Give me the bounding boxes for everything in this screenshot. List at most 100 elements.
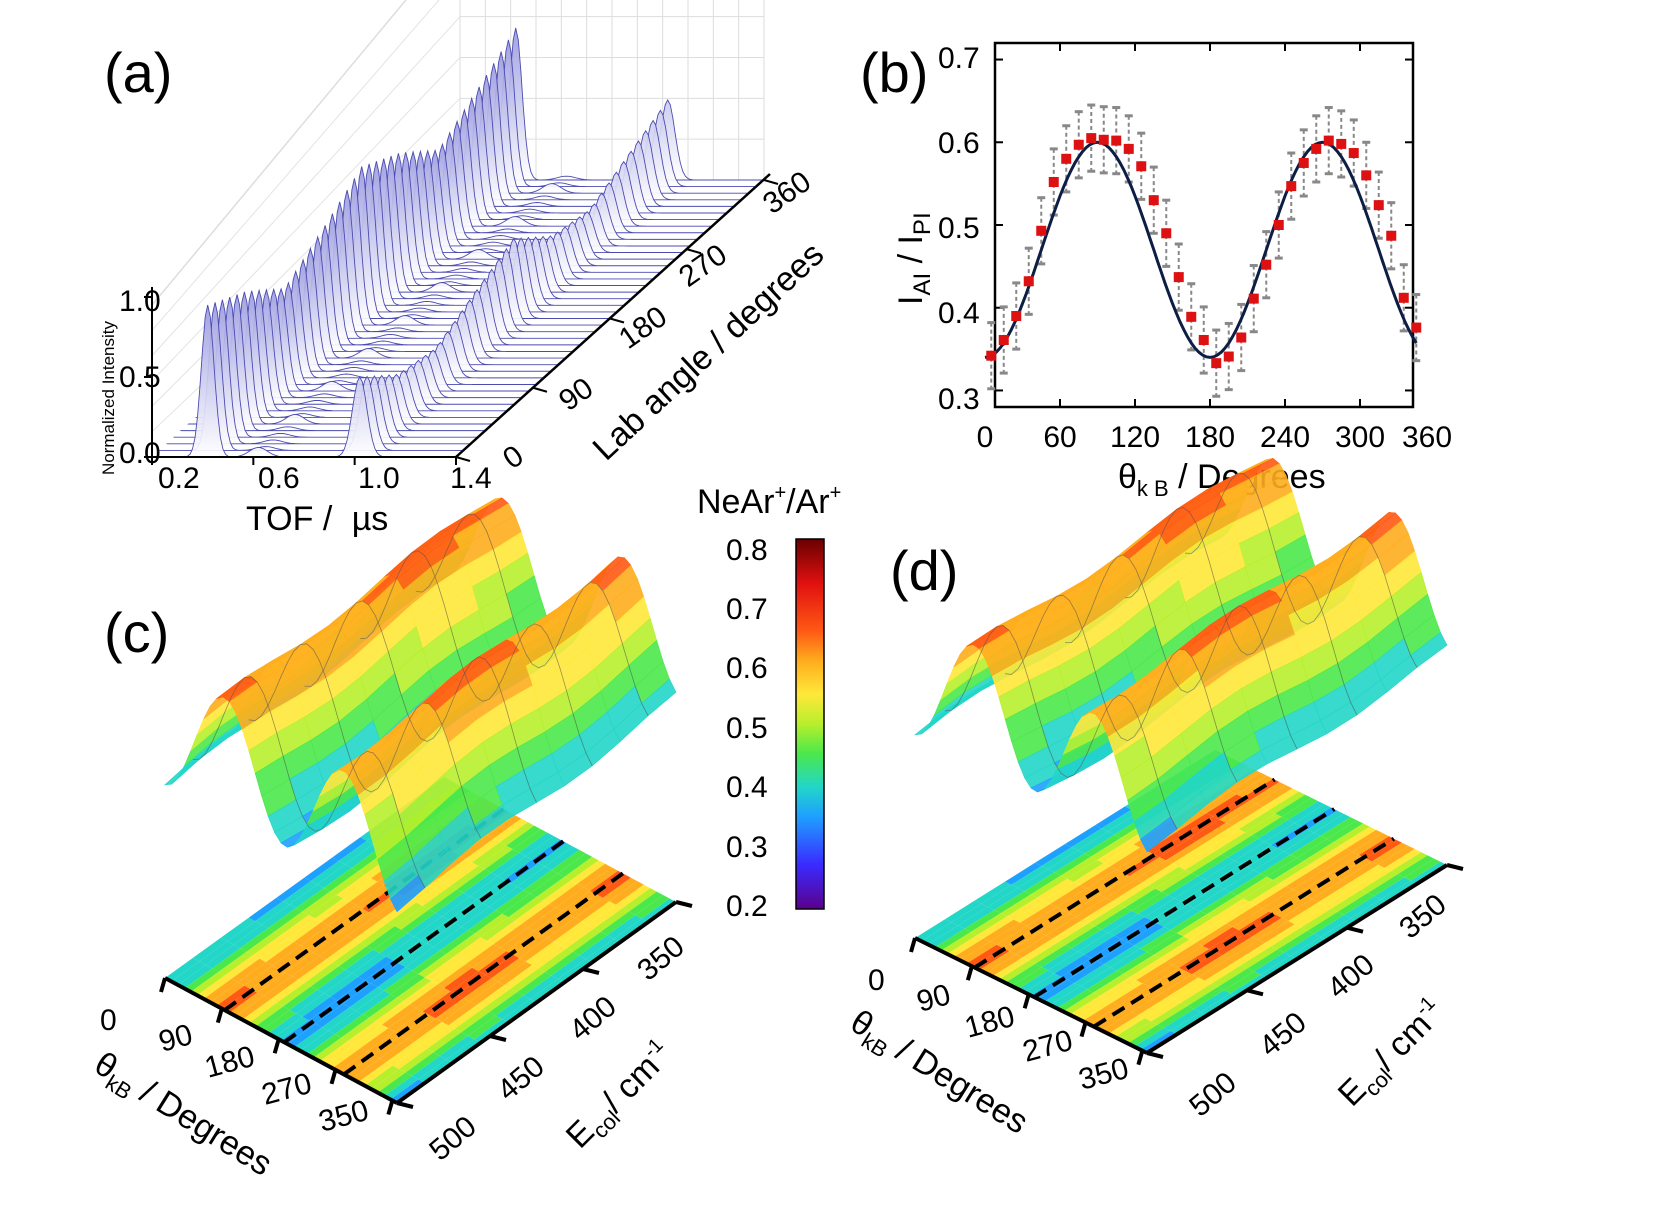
contour-cell bbox=[1065, 825, 1102, 848]
panel-b-y-tick-3: 0.6 bbox=[938, 127, 980, 160]
contour-cell bbox=[998, 960, 1036, 983]
contour-cell bbox=[1181, 983, 1218, 1006]
contour-cell bbox=[427, 1028, 462, 1053]
contour-cell bbox=[227, 921, 262, 945]
data-point bbox=[1048, 176, 1059, 187]
contour-cell bbox=[525, 941, 561, 966]
contour-cell bbox=[306, 1034, 342, 1058]
contour-cell bbox=[240, 928, 275, 952]
contour-cell bbox=[444, 862, 479, 886]
contour-cell bbox=[358, 956, 393, 981]
contour-cell bbox=[1127, 923, 1164, 946]
side-grid bbox=[151, 57, 461, 382]
contour-cell bbox=[293, 921, 329, 946]
contour-cell bbox=[210, 982, 245, 1006]
contour-cell bbox=[1176, 914, 1214, 937]
contour-cell bbox=[1138, 895, 1175, 918]
contour-cell bbox=[1116, 951, 1154, 974]
contour-cell bbox=[328, 905, 363, 929]
contour-cell bbox=[596, 874, 631, 898]
contour-cell bbox=[519, 832, 554, 857]
contour-cell bbox=[360, 1028, 395, 1052]
contour-cell bbox=[439, 1035, 475, 1060]
contour-cell bbox=[1187, 987, 1225, 1010]
contour-cell bbox=[1118, 885, 1156, 908]
contour-cell bbox=[1404, 858, 1441, 881]
contour-cell bbox=[1247, 949, 1285, 972]
contour-cell bbox=[369, 997, 404, 1022]
contour-cell bbox=[1153, 936, 1190, 959]
contour-cell bbox=[334, 1014, 370, 1038]
contour-cell bbox=[1195, 822, 1233, 845]
contour-cell bbox=[280, 914, 316, 939]
surface-contour-line bbox=[1004, 594, 1238, 783]
contour-cell bbox=[523, 870, 558, 894]
panel-b-x-tick-4: 240 bbox=[1260, 421, 1310, 454]
data-point bbox=[1261, 259, 1272, 270]
contour-cell bbox=[1170, 1012, 1207, 1035]
contour-cell bbox=[313, 932, 348, 956]
contour-cell bbox=[424, 957, 460, 981]
contour-cell bbox=[302, 891, 337, 915]
contour-cell bbox=[341, 1017, 376, 1042]
colorbar-title: NeAr+/Ar+ bbox=[697, 482, 841, 521]
contour-cell bbox=[983, 919, 1021, 942]
contour-cell bbox=[523, 975, 558, 1000]
contour-cell bbox=[493, 924, 528, 948]
colorbar-gradient bbox=[795, 538, 825, 910]
contour-cell bbox=[1086, 869, 1123, 892]
data-point bbox=[1411, 322, 1422, 333]
contour-cell bbox=[1011, 865, 1048, 888]
contour-cell bbox=[1335, 858, 1372, 881]
contour-cell bbox=[1056, 989, 1094, 1012]
contour-cell bbox=[1090, 837, 1128, 860]
e-axis bbox=[1145, 863, 1449, 1055]
contour-cell bbox=[1316, 848, 1353, 871]
panel-a-x-tick-2: 1.0 bbox=[358, 462, 400, 495]
guide-dashed-line bbox=[1033, 807, 1336, 999]
contour-cell bbox=[1204, 961, 1242, 984]
contour-cell bbox=[379, 1038, 415, 1063]
data-point bbox=[1011, 311, 1022, 321]
contour-cell bbox=[1110, 847, 1147, 870]
contour-cell bbox=[504, 965, 539, 989]
panel-c: (c) 0 90 180 270 350 θkB / Degrees 350 4… bbox=[88, 497, 693, 1184]
contour-cell bbox=[1067, 859, 1104, 882]
contour-cell bbox=[489, 992, 524, 1016]
contour-cell bbox=[412, 1055, 447, 1080]
e-tick-mark bbox=[1246, 988, 1264, 997]
contour-cell bbox=[1165, 841, 1203, 864]
contour-cell bbox=[1202, 927, 1239, 950]
contour-cell bbox=[1069, 995, 1107, 1018]
guide-dashed-line bbox=[283, 839, 565, 1044]
contour-cell bbox=[1005, 963, 1042, 986]
contour-cell bbox=[547, 917, 582, 942]
contour-cell bbox=[1116, 850, 1153, 873]
contour-cell bbox=[1303, 842, 1340, 865]
data-point bbox=[1023, 276, 1034, 287]
contour-cell bbox=[1035, 844, 1072, 866]
contour-cell bbox=[216, 985, 251, 1010]
contour-cell bbox=[994, 891, 1031, 914]
contour-cell bbox=[1251, 816, 1289, 839]
contour-cell bbox=[231, 958, 266, 983]
contour-cell bbox=[437, 964, 473, 988]
panel-b-x-tick-5: 300 bbox=[1335, 421, 1385, 454]
contour-cell bbox=[311, 966, 346, 990]
contour-cell bbox=[244, 965, 279, 990]
contour-cell bbox=[1296, 839, 1334, 862]
contour-cell bbox=[1324, 886, 1362, 909]
data-point bbox=[1361, 170, 1372, 181]
contour-cell bbox=[970, 913, 1008, 936]
contour-cell bbox=[429, 994, 464, 1019]
contour-cell bbox=[435, 892, 470, 917]
contour-cell bbox=[960, 941, 997, 964]
contour-cell bbox=[1142, 964, 1179, 987]
contour-cell bbox=[302, 996, 337, 1021]
contour-cell bbox=[332, 942, 367, 967]
contour-cell bbox=[947, 935, 984, 958]
contour-cell bbox=[197, 975, 232, 999]
contour-cell bbox=[304, 857, 339, 881]
contour-cell bbox=[1050, 986, 1087, 1009]
panel-c-theta-tick-3: 270 bbox=[258, 1067, 315, 1112]
